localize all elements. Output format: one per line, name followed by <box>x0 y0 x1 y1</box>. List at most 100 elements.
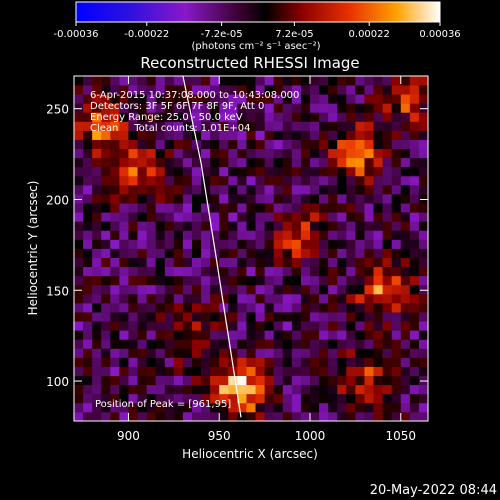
heatmap-cell <box>146 339 157 349</box>
heatmap-cell <box>418 248 428 258</box>
heatmap-cell <box>210 212 220 222</box>
heatmap-cell <box>164 357 175 367</box>
heatmap-cell <box>391 348 402 358</box>
heatmap-cell <box>300 203 311 213</box>
heatmap-cell <box>110 130 120 140</box>
heatmap-cell <box>173 393 184 404</box>
heatmap-cell <box>92 257 102 268</box>
heatmap-cell <box>282 239 293 249</box>
heatmap-cell <box>291 148 302 159</box>
heatmap-cell <box>346 166 356 177</box>
heatmap-cell <box>364 194 374 204</box>
heatmap-cell <box>146 330 157 340</box>
heatmap-cell <box>164 203 175 213</box>
peak-position-label: Position of Peak = [961,95] <box>95 399 231 410</box>
heatmap-cell <box>291 239 302 249</box>
heatmap-cell <box>201 76 211 86</box>
heatmap-cell <box>264 312 275 322</box>
heatmap-cell <box>92 221 102 231</box>
heatmap-cell <box>282 293 293 304</box>
heatmap-cell <box>355 248 365 258</box>
heatmap-cell <box>119 103 129 113</box>
heatmap-cell <box>173 348 184 358</box>
heatmap-cell <box>418 194 428 204</box>
heatmap-cell <box>255 121 266 131</box>
heatmap-cell <box>382 348 393 358</box>
heatmap-cell <box>418 348 428 358</box>
heatmap-cell <box>409 366 420 377</box>
heatmap-cell <box>137 302 148 313</box>
heatmap-cell <box>409 103 420 113</box>
heatmap-cell <box>300 266 311 277</box>
heatmap-cell <box>101 366 111 377</box>
heatmap-cell <box>246 121 256 131</box>
heatmap-cell <box>400 212 411 222</box>
heatmap-cell <box>164 393 175 404</box>
heatmap-cell <box>74 184 84 195</box>
heatmap-cell <box>182 375 193 386</box>
heatmap-cell <box>128 212 138 222</box>
colorbar-tick-label: 0.00022 <box>349 29 390 40</box>
heatmap-cell <box>391 411 402 421</box>
heatmap-cell <box>237 194 247 204</box>
heatmap-cell <box>128 76 138 86</box>
heatmap-cell <box>92 94 102 104</box>
heatmap-cell <box>409 330 420 340</box>
heatmap-cell <box>83 312 93 322</box>
heatmap-cell <box>373 239 384 249</box>
heatmap-cell <box>237 330 247 340</box>
heatmap-cell <box>119 366 129 377</box>
heatmap-cell <box>300 257 311 268</box>
heatmap-cell <box>164 85 175 95</box>
heatmap-cell <box>210 348 220 358</box>
annotation-line: 6-Apr-2015 10:37:08.000 to 10:43:08.000 <box>90 90 299 101</box>
heatmap-cell <box>264 157 275 168</box>
heatmap-cell <box>346 94 356 104</box>
heatmap-cell <box>373 194 384 204</box>
heatmap-cell <box>310 139 320 150</box>
heatmap-cell <box>228 411 238 421</box>
heatmap-cell <box>182 248 193 258</box>
heatmap-cell <box>192 257 202 268</box>
heatmap-cell <box>255 194 266 204</box>
heatmap-cell <box>255 166 266 177</box>
heatmap-cell <box>201 203 211 213</box>
heatmap-cell <box>237 402 247 413</box>
heatmap-cell <box>273 139 284 150</box>
heatmap-cell <box>391 284 402 295</box>
heatmap-cell <box>128 257 138 268</box>
plot-frame <box>73 75 429 422</box>
heatmap-cell <box>310 221 320 231</box>
heatmap-cell <box>255 357 266 367</box>
heatmap-cell <box>137 203 148 213</box>
heatmap-cell <box>83 275 93 286</box>
heatmap-cell <box>128 94 138 104</box>
heatmap-cell <box>418 239 428 249</box>
heatmap-cell <box>210 275 220 286</box>
heatmap-cell <box>201 221 211 231</box>
plot-area <box>74 76 428 421</box>
heatmap-cell <box>228 239 238 249</box>
heatmap-cell <box>74 130 84 140</box>
heatmap-cell <box>409 375 420 386</box>
heatmap-cell <box>310 339 320 349</box>
heatmap-cell <box>219 103 229 113</box>
heatmap-cell <box>83 284 93 295</box>
heatmap-cell <box>155 121 166 131</box>
heatmap-cell <box>391 139 402 150</box>
heatmap-cell <box>409 157 420 168</box>
heatmap-cell <box>137 266 148 277</box>
heatmap-cell <box>400 103 411 113</box>
heatmap-cell <box>219 166 229 177</box>
annotation-line: Detectors: 3F 5F 6F 7F 8F 9F, Att 0 <box>90 101 264 112</box>
heatmap-cell <box>273 302 284 313</box>
heatmap-cell <box>192 321 202 331</box>
heatmap-cell <box>273 402 284 413</box>
heatmap-cell <box>337 85 347 95</box>
heatmap-cell <box>146 221 157 231</box>
heatmap-cell <box>310 384 320 395</box>
heatmap-cell <box>74 175 84 186</box>
heatmap-cell <box>255 384 266 395</box>
heatmap-cell <box>391 94 402 104</box>
heatmap-cell <box>210 230 220 240</box>
